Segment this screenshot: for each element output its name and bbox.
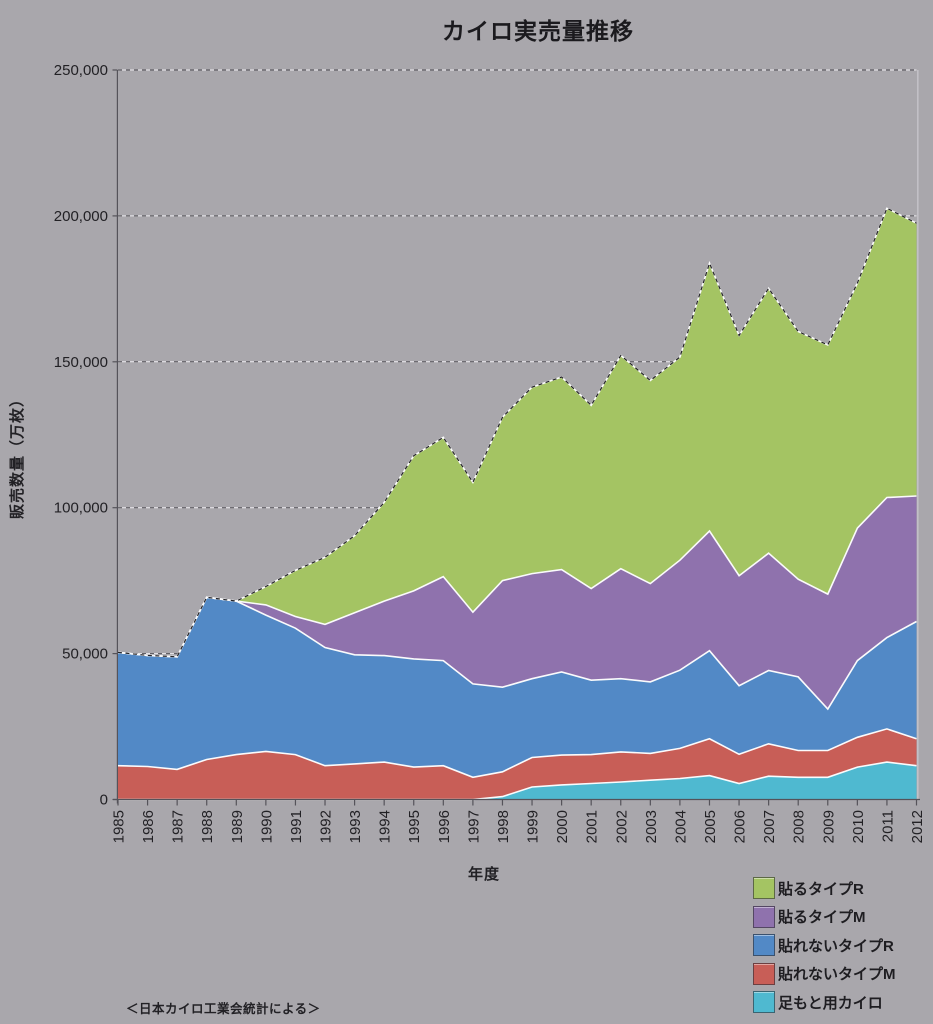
area-series-0 xyxy=(118,762,917,800)
y-tick-label: 0 xyxy=(100,792,108,809)
x-tick-label: 1990 xyxy=(258,810,275,843)
x-tick-label: 1993 xyxy=(347,810,364,843)
series-boundary-line xyxy=(117,728,917,779)
x-tick-label: 2009 xyxy=(820,810,837,843)
legend-label: 貼るタイプM xyxy=(778,909,866,926)
legend-label: 貼れないタイプR xyxy=(778,937,894,955)
x-tick-label: 1996 xyxy=(436,810,453,843)
legend-swatch-icon xyxy=(753,934,775,956)
x-tick-label: 2003 xyxy=(643,810,660,843)
x-tick-label: 2012 xyxy=(909,810,926,843)
y-tick-label: 50,000 xyxy=(62,646,108,663)
legend-item: 貼れないタイプR xyxy=(753,934,896,956)
x-tick-label: 2000 xyxy=(554,810,571,843)
series-boundary-line xyxy=(117,495,917,658)
y-tick-label: 250,000 xyxy=(54,62,108,79)
x-tick-label: 2002 xyxy=(613,810,630,843)
legend-swatch-icon xyxy=(753,877,775,899)
legend-label: 足もと用カイロ xyxy=(778,994,883,1012)
legend-swatch-icon xyxy=(753,991,775,1013)
x-tick-label: 1997 xyxy=(465,810,482,843)
x-tick-label: 2006 xyxy=(732,810,749,843)
x-tick-label: 2011 xyxy=(879,810,896,842)
x-axis-title: 年度 xyxy=(468,866,501,883)
x-tick-label: 1995 xyxy=(406,810,423,843)
legend-label: 貼れないタイプM xyxy=(778,966,896,983)
x-tick-label: 1992 xyxy=(318,810,335,843)
x-tick-label: 1991 xyxy=(288,810,305,843)
chart-title: カイロ実売量推移 xyxy=(442,18,634,44)
legend: 貼るタイプR 貼るタイプM 貼れないタイプR 貼れないタイプM 足もと用カイロ xyxy=(753,877,896,1020)
x-tick-label: 2007 xyxy=(761,810,778,843)
x-tick-label: 1985 xyxy=(111,810,128,843)
area-series-3 xyxy=(118,496,917,709)
x-tick-label: 1988 xyxy=(199,810,216,843)
legend-item: 貼るタイプM xyxy=(753,905,896,928)
x-tick-label: 2001 xyxy=(584,810,601,843)
area-series-1 xyxy=(118,728,917,800)
x-tick-label: 1994 xyxy=(377,810,394,843)
legend-item: 足もと用カイロ xyxy=(753,991,896,1013)
x-tick-label: 1989 xyxy=(229,810,246,843)
legend-label: 貼るタイプR xyxy=(778,880,864,898)
area-series-4 xyxy=(118,208,917,657)
x-tick-label: 1986 xyxy=(140,810,157,843)
y-tick-label: 100,000 xyxy=(54,500,108,517)
y-tick-label: 150,000 xyxy=(54,354,108,371)
series-boundary-line xyxy=(117,596,917,711)
total-dashed-line xyxy=(117,207,917,658)
x-tick-label: 1998 xyxy=(495,810,512,843)
x-tick-label: 2005 xyxy=(702,810,719,843)
area-series-2 xyxy=(118,597,917,778)
legend-swatch-icon xyxy=(753,962,775,985)
x-tick-label: 2010 xyxy=(850,810,867,843)
x-tick-label: 2008 xyxy=(791,810,808,843)
legend-swatch-icon xyxy=(753,905,775,928)
x-tick-label: 1999 xyxy=(525,810,542,843)
y-axis-title: 販売数量（万枚） xyxy=(9,391,26,520)
legend-item: 貼るタイプR xyxy=(753,877,896,899)
x-tick-label: 1987 xyxy=(170,810,187,843)
legend-item: 貼れないタイプM xyxy=(753,962,896,985)
x-tick-label: 2004 xyxy=(672,810,689,843)
y-tick-label: 200,000 xyxy=(54,208,108,225)
source-note: ＜日本カイロ工業会統計による＞ xyxy=(126,1002,321,1016)
